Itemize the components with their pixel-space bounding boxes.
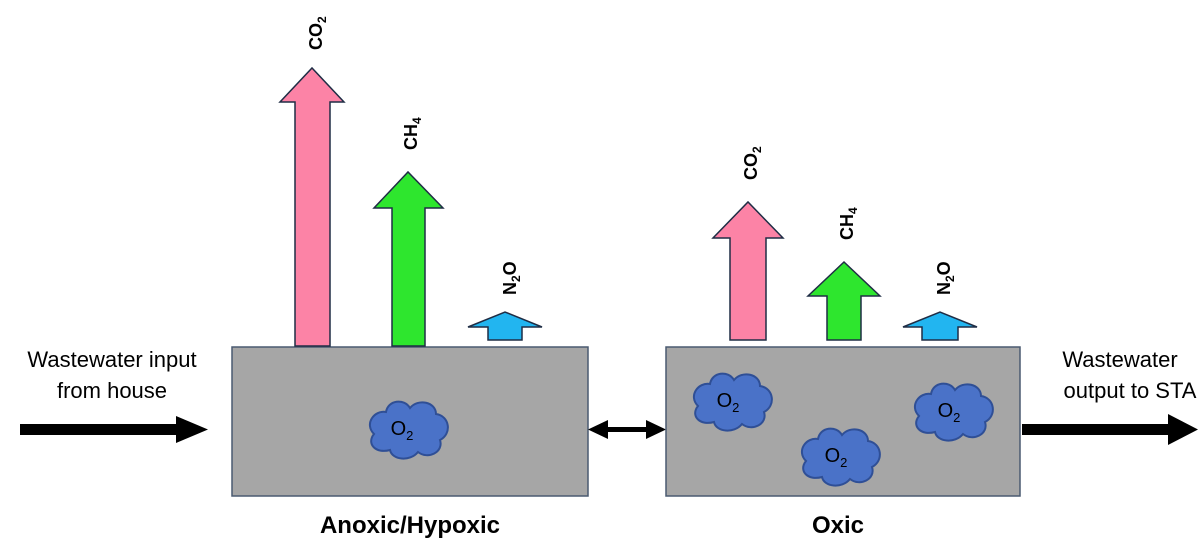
oxic-o2-bubble-1: O2 [692, 372, 773, 432]
anoxic-co2-label: CO2 [306, 16, 329, 50]
oxic-o2-bubble-3: O2 [913, 382, 994, 442]
svg-text:O2: O2 [825, 445, 848, 470]
anoxic-o2-bubble: O2 [368, 400, 449, 460]
exchange-arrow [588, 420, 666, 439]
svg-text:O2: O2 [391, 418, 414, 443]
oxic-n2o-label: N2O [934, 261, 957, 295]
anoxic-co2-arrow [278, 66, 346, 347]
oxic-ch4-arrow [806, 260, 882, 341]
input-label-line2: from house [57, 378, 167, 403]
input-label-line1: Wastewater input [27, 347, 196, 372]
oxic-ch4-label: CH4 [837, 207, 860, 240]
anoxic-ch4-arrow [372, 170, 445, 347]
output-flow-arrow [1022, 414, 1198, 445]
output-label-line1: Wastewater [1062, 347, 1177, 372]
output-label-line2: output to STA [1064, 378, 1197, 403]
oxic-n2o-arrow [902, 311, 978, 341]
anoxic-n2o-label: N2O [500, 261, 523, 295]
oxic-tank-label: Oxic [812, 512, 864, 539]
anoxic-n2o-arrow [467, 311, 543, 341]
anoxic-ch4-label: CH4 [401, 117, 424, 150]
anoxic-tank-label: Anoxic/Hypoxic [320, 512, 500, 539]
oxic-co2-arrow [711, 200, 785, 341]
oxic-o2-bubble-2: O2 [800, 427, 881, 487]
input-flow-arrow [20, 416, 208, 443]
svg-text:O2: O2 [717, 390, 740, 415]
svg-text:O2: O2 [938, 400, 961, 425]
oxic-co2-label: CO2 [741, 146, 764, 180]
